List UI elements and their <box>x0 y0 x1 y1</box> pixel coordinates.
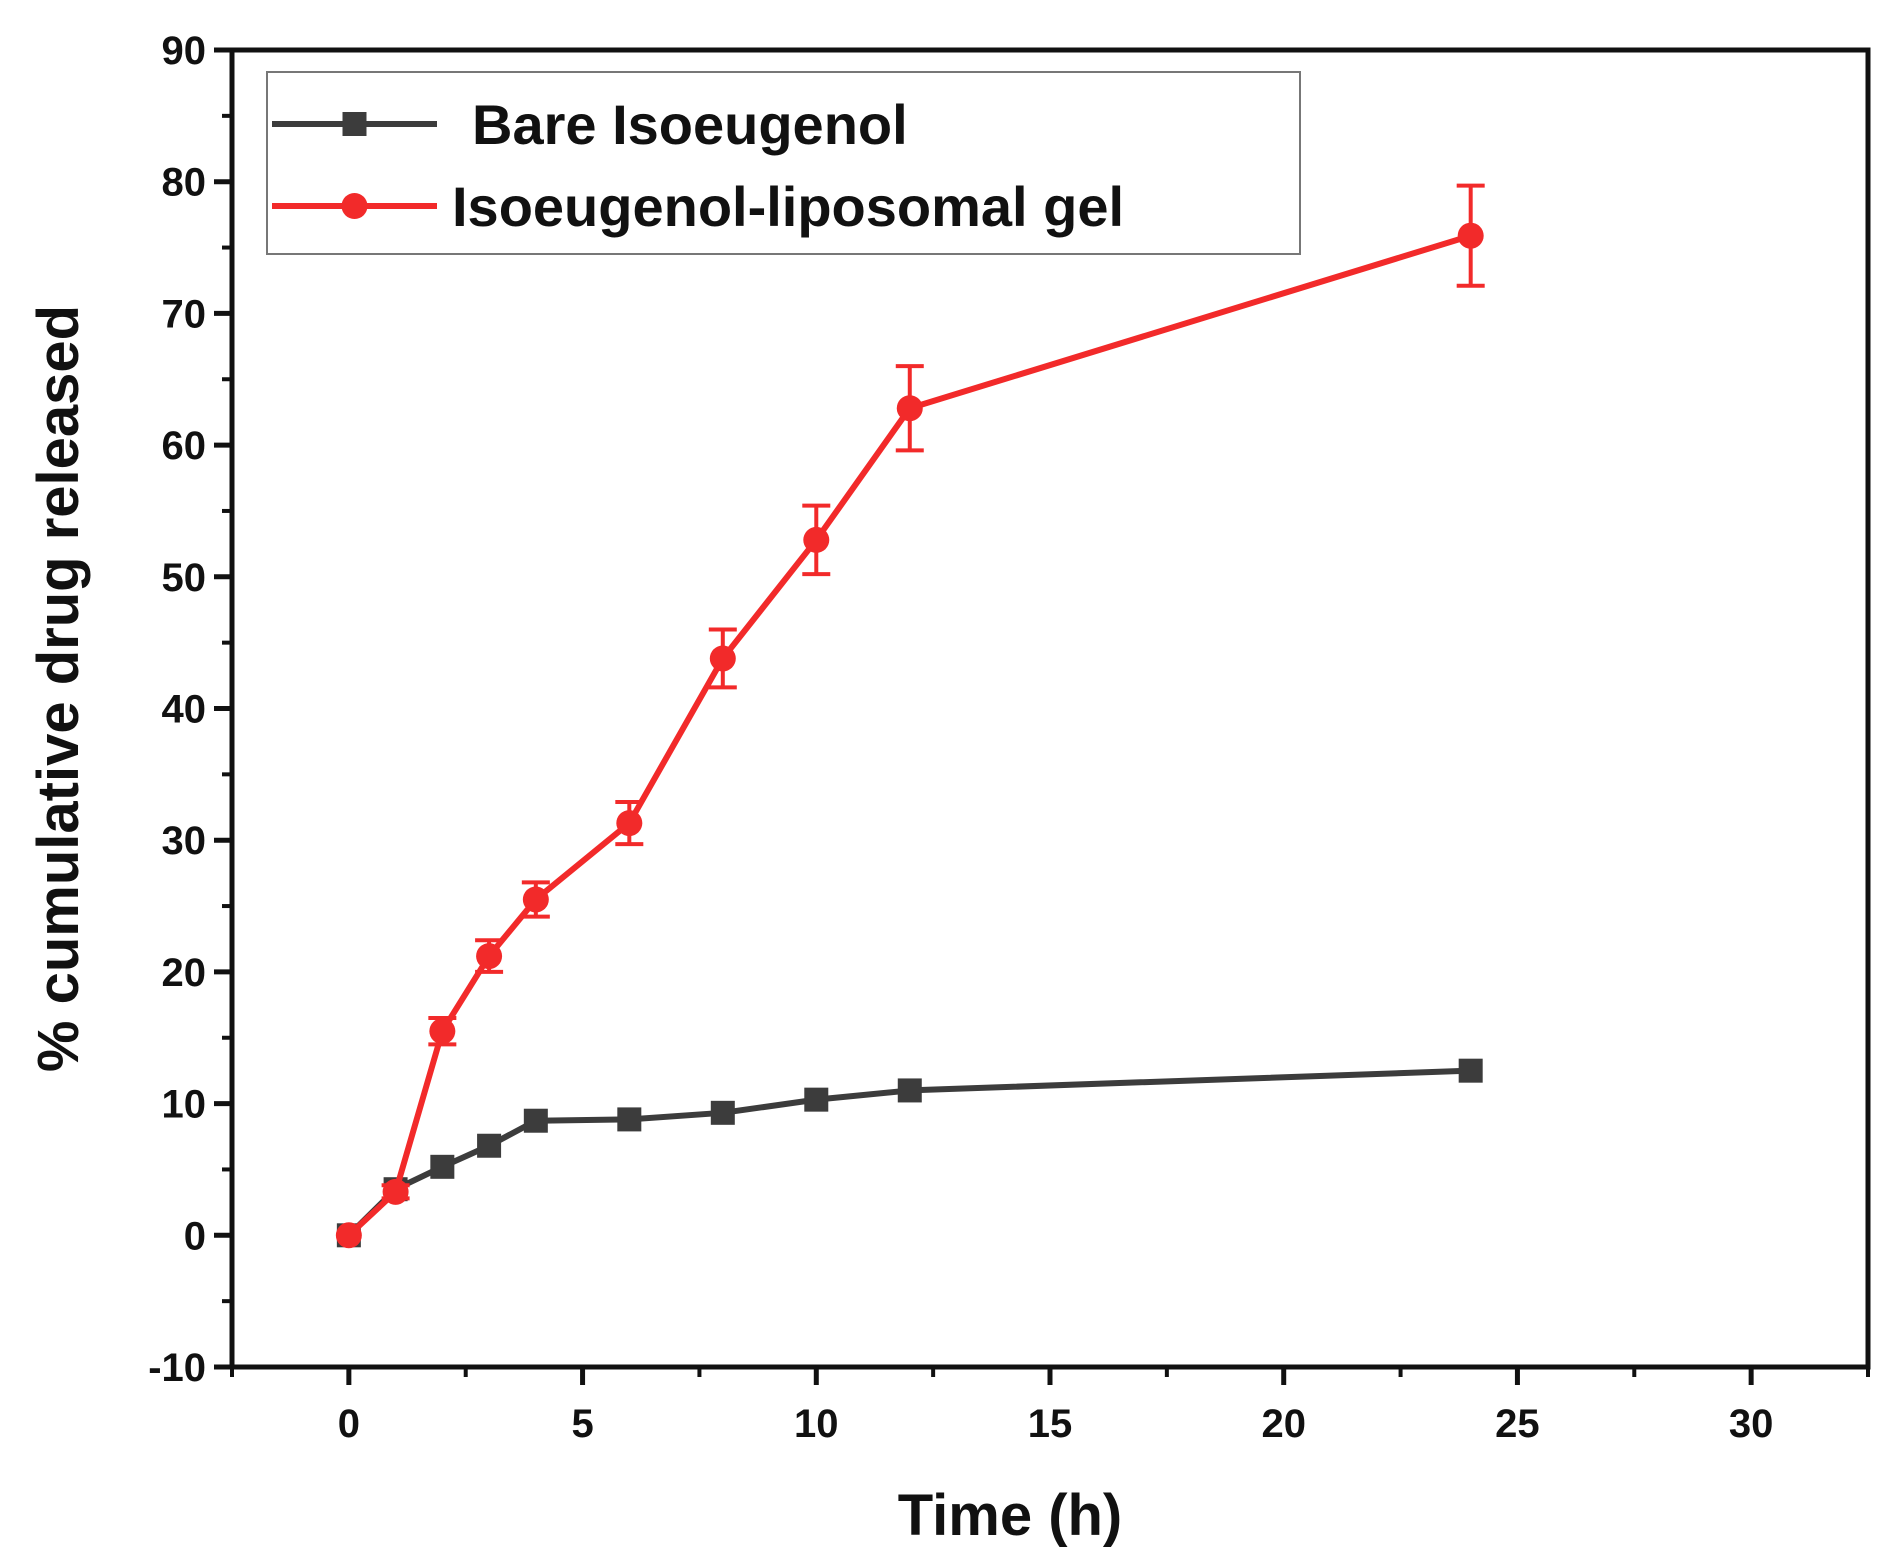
x-tick-label: 25 <box>1495 1402 1540 1446</box>
y-axis-title: % cumulative drug released <box>26 305 91 1072</box>
y-tick-label: 20 <box>162 951 207 995</box>
legend: Bare Isoeugenol Isoeugenol-liposomal gel <box>266 71 1301 255</box>
y-tick-label: 30 <box>162 819 207 863</box>
y-tick-label: 50 <box>162 556 207 600</box>
legend-label: Bare Isoeugenol <box>472 93 908 156</box>
x-axis-title: Time (h) <box>898 1483 1123 1548</box>
data-point <box>382 1178 409 1205</box>
data-point <box>616 810 643 837</box>
y-tick-label: 10 <box>162 1083 207 1127</box>
data-point <box>804 1087 829 1112</box>
data-point <box>803 526 830 553</box>
x-tick-label: 10 <box>794 1402 839 1446</box>
y-tick-label: 60 <box>162 424 207 468</box>
data-point <box>897 1078 922 1103</box>
x-tick-label: 30 <box>1729 1402 1774 1446</box>
x-tick-label: 5 <box>571 1402 593 1446</box>
data-point <box>1458 1058 1483 1083</box>
x-tick-label: 15 <box>1028 1402 1073 1446</box>
data-point <box>429 1018 456 1045</box>
data-point <box>335 1222 362 1249</box>
data-point <box>430 1154 455 1179</box>
series-1 <box>335 183 1485 1249</box>
x-tick-label: 0 <box>338 1402 360 1446</box>
data-point <box>617 1107 642 1132</box>
series-0 <box>336 1058 1483 1248</box>
x-tick-label: 20 <box>1261 1402 1306 1446</box>
data-point <box>476 943 503 970</box>
y-tick-label: 90 <box>162 29 207 73</box>
y-tick-label: 70 <box>162 292 207 336</box>
data-point <box>477 1133 502 1158</box>
y-tick-label: 80 <box>162 161 207 205</box>
data-point <box>523 1108 548 1133</box>
data-point <box>522 886 549 913</box>
data-point <box>896 395 923 422</box>
y-tick-label: -10 <box>148 1346 206 1390</box>
axis-ticks <box>214 47 1870 1385</box>
data-point <box>1457 222 1484 249</box>
data-point <box>710 1100 735 1125</box>
data-point <box>709 645 736 672</box>
legend-marker <box>341 193 368 219</box>
axis-tick-labels: -10 0 10 20 30 40 50 60 70 80 90 0 5 10 15 20 25 30 <box>148 29 1773 1446</box>
legend-box <box>266 71 1301 255</box>
series-line <box>346 232 1472 1238</box>
y-tick-label: 40 <box>162 688 207 732</box>
series-line <box>346 1067 1471 1238</box>
y-tick-label: 0 <box>184 1214 206 1258</box>
legend-label: Isoeugenol-liposomal gel <box>452 175 1124 238</box>
series-layer <box>335 183 1485 1249</box>
legend-marker <box>342 112 367 136</box>
